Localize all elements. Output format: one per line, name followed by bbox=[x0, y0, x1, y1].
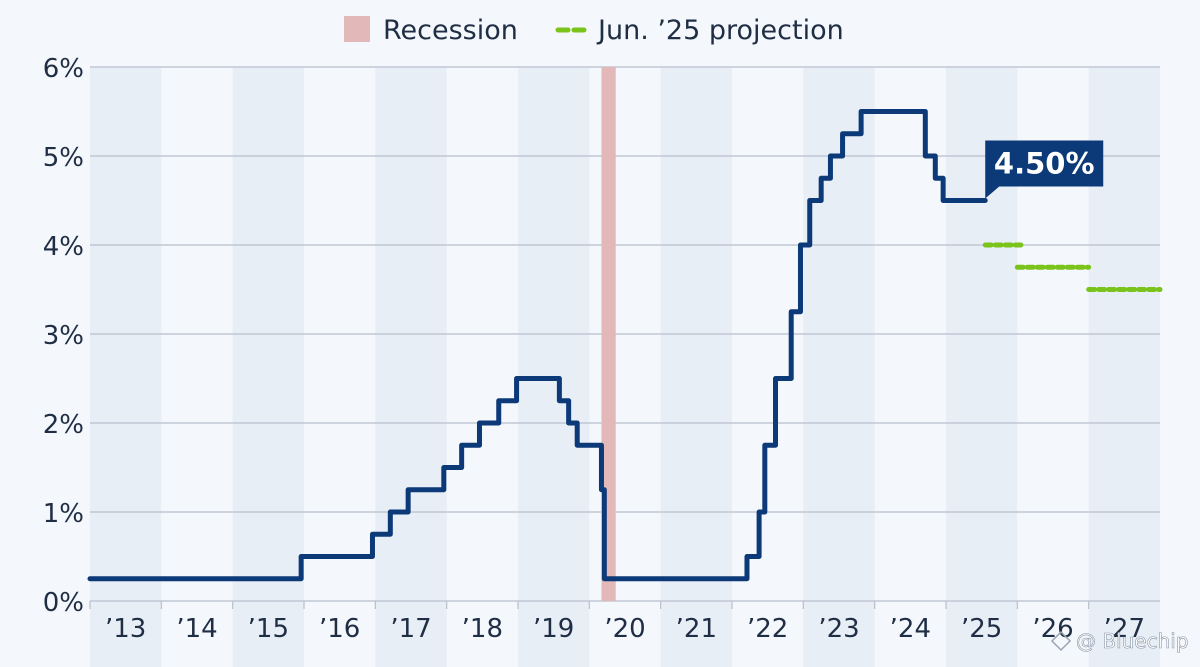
gridlines bbox=[90, 66, 1160, 602]
watermark-text: @ Bluechip bbox=[1076, 629, 1189, 653]
year-band bbox=[232, 67, 304, 667]
y-axis: 0% 1% 2% 3% 4% 5% 6% bbox=[43, 54, 84, 618]
x-tick-label: ’27 bbox=[1104, 614, 1145, 644]
year-band bbox=[518, 67, 590, 667]
y-tick-label: 4% bbox=[43, 232, 84, 262]
recession-band bbox=[601, 67, 616, 601]
y-tick-label: 1% bbox=[43, 499, 84, 529]
legend-label-recession: Recession bbox=[383, 15, 518, 46]
callout-label: 4.50% bbox=[994, 147, 1095, 181]
y-tick-label: 6% bbox=[43, 54, 84, 84]
x-tick-label: ’16 bbox=[319, 614, 360, 644]
x-tick-label: ’20 bbox=[604, 614, 645, 644]
year-bands bbox=[90, 67, 1160, 667]
x-tick-label: ’19 bbox=[533, 614, 574, 644]
annotation-layer: 4.50% bbox=[985, 140, 1104, 199]
callout-box bbox=[985, 140, 1104, 199]
y-tick-label: 3% bbox=[43, 321, 84, 351]
projection-layer bbox=[982, 242, 1163, 292]
legend-label-projection: Jun. ’25 projection bbox=[596, 15, 844, 46]
watermark: @ Bluechip bbox=[1050, 629, 1189, 653]
year-band bbox=[375, 67, 447, 667]
year-band bbox=[90, 67, 162, 667]
year-band bbox=[803, 67, 875, 667]
x-tick-label: ’21 bbox=[676, 614, 717, 644]
x-tick-label: ’14 bbox=[176, 614, 217, 644]
series-layer bbox=[87, 109, 988, 582]
x-tick-label: ’15 bbox=[248, 614, 289, 644]
x-tick-label: ’22 bbox=[747, 614, 788, 644]
recession-box-icon bbox=[344, 16, 370, 42]
y-tick-label: 0% bbox=[43, 588, 84, 618]
x-tick-label: ’24 bbox=[890, 614, 931, 644]
watermark-logo-icon bbox=[1050, 630, 1072, 652]
y-tick-label: 5% bbox=[43, 143, 84, 173]
x-tick-label: ’18 bbox=[462, 614, 503, 644]
x-tick-label: ’17 bbox=[390, 614, 431, 644]
recession-layer bbox=[601, 67, 616, 601]
legend: Recession Jun. ’25 projection bbox=[344, 15, 844, 46]
x-tick-label: ’25 bbox=[961, 614, 1002, 644]
y-tick-label: 2% bbox=[43, 410, 84, 440]
x-tick-label: ’23 bbox=[818, 614, 859, 644]
fed-funds-rate-line bbox=[87, 109, 988, 582]
x-tick-label: ’13 bbox=[105, 614, 146, 644]
year-band bbox=[660, 67, 732, 667]
